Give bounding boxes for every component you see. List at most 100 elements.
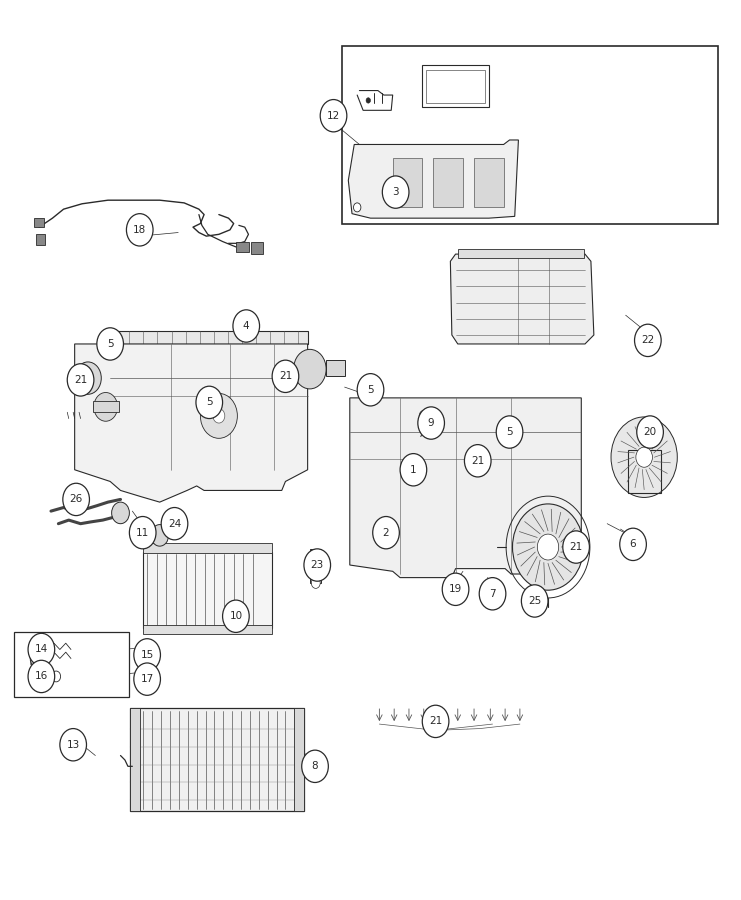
Text: 15: 15	[141, 650, 154, 660]
Circle shape	[537, 534, 559, 560]
Text: 21: 21	[471, 455, 485, 466]
Circle shape	[42, 671, 51, 682]
Circle shape	[611, 417, 677, 498]
Circle shape	[496, 416, 523, 448]
Circle shape	[366, 98, 370, 104]
Bar	[93, 401, 119, 412]
Text: 26: 26	[70, 494, 83, 504]
Text: 17: 17	[141, 674, 154, 684]
Circle shape	[63, 483, 90, 516]
Circle shape	[311, 578, 320, 589]
Text: 18: 18	[133, 225, 147, 235]
Bar	[342, 46, 718, 223]
Bar	[426, 70, 485, 104]
Circle shape	[373, 517, 399, 549]
Text: 24: 24	[168, 518, 181, 528]
Circle shape	[479, 578, 506, 610]
Text: 6: 6	[630, 539, 637, 549]
Text: 5: 5	[506, 427, 513, 437]
Text: 14: 14	[35, 644, 48, 654]
Text: 16: 16	[35, 671, 48, 681]
Circle shape	[563, 531, 589, 563]
Circle shape	[320, 100, 347, 132]
Circle shape	[444, 581, 453, 592]
Bar	[250, 241, 262, 254]
Text: 1: 1	[410, 464, 416, 475]
Text: 12: 12	[327, 111, 340, 121]
Text: 7: 7	[489, 589, 496, 598]
Circle shape	[353, 202, 361, 211]
Circle shape	[465, 445, 491, 477]
Circle shape	[127, 213, 153, 246]
Bar	[130, 708, 304, 811]
Circle shape	[75, 362, 102, 394]
Text: 11: 11	[136, 527, 150, 537]
Circle shape	[233, 310, 259, 342]
Bar	[143, 626, 272, 634]
Bar	[130, 708, 141, 811]
Bar	[422, 66, 489, 107]
Circle shape	[213, 409, 225, 423]
Circle shape	[513, 504, 583, 590]
Bar	[73, 372, 90, 384]
Circle shape	[293, 349, 326, 389]
Polygon shape	[451, 254, 594, 344]
Circle shape	[112, 502, 130, 524]
Circle shape	[419, 410, 428, 421]
Text: 21: 21	[74, 375, 87, 385]
Circle shape	[60, 729, 87, 760]
Circle shape	[400, 454, 427, 486]
Text: 3: 3	[392, 187, 399, 197]
Circle shape	[200, 393, 237, 438]
Polygon shape	[348, 140, 519, 218]
Text: 5: 5	[368, 385, 373, 395]
Text: 25: 25	[528, 596, 542, 606]
Text: 2: 2	[382, 527, 389, 537]
Circle shape	[196, 386, 222, 418]
Bar	[143, 543, 272, 553]
Circle shape	[357, 374, 384, 406]
Polygon shape	[75, 344, 308, 502]
Circle shape	[97, 328, 124, 360]
Text: 4: 4	[243, 321, 250, 331]
Text: 10: 10	[229, 611, 242, 621]
Circle shape	[619, 528, 646, 561]
Text: 23: 23	[310, 560, 324, 570]
Bar	[310, 549, 321, 583]
Circle shape	[418, 407, 445, 439]
Text: 8: 8	[312, 761, 319, 771]
Bar	[293, 708, 304, 811]
Bar	[474, 158, 504, 207]
Text: 13: 13	[67, 740, 80, 750]
Bar	[236, 241, 249, 252]
Text: 19: 19	[449, 584, 462, 594]
Circle shape	[28, 661, 55, 693]
Bar	[143, 552, 272, 628]
Text: 21: 21	[570, 542, 582, 552]
Circle shape	[522, 585, 548, 617]
Polygon shape	[110, 331, 308, 344]
Circle shape	[134, 639, 161, 671]
Bar	[628, 450, 661, 493]
Circle shape	[304, 549, 330, 581]
Text: 21: 21	[279, 372, 292, 382]
Circle shape	[151, 525, 169, 546]
Bar	[393, 158, 422, 207]
Text: 9: 9	[428, 418, 434, 428]
Bar	[326, 360, 345, 376]
Bar	[528, 594, 541, 603]
Text: 20: 20	[643, 427, 657, 437]
Circle shape	[162, 508, 187, 540]
Circle shape	[302, 750, 328, 782]
Text: 5: 5	[206, 398, 213, 408]
Bar	[458, 248, 583, 257]
Circle shape	[28, 634, 55, 666]
Bar	[36, 234, 45, 245]
Circle shape	[52, 671, 61, 682]
Bar	[14, 633, 129, 698]
Bar	[433, 158, 463, 207]
Circle shape	[481, 590, 490, 601]
Circle shape	[134, 663, 161, 696]
Circle shape	[272, 360, 299, 392]
Circle shape	[67, 364, 94, 396]
